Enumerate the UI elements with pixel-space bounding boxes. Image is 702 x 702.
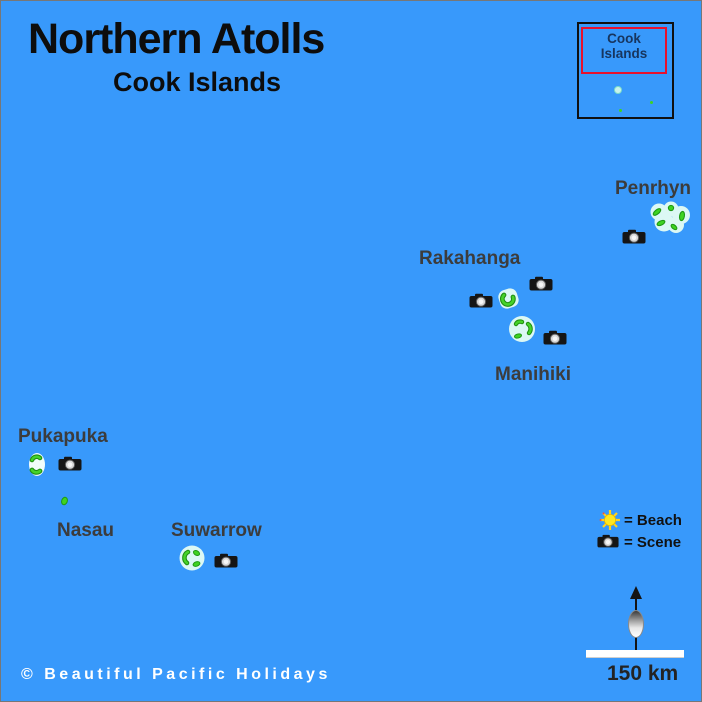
inset-overview-map[interactable]: Cook Islands — [577, 22, 674, 119]
inset-island-dot — [650, 101, 653, 104]
scale-bar — [586, 650, 684, 658]
atoll-manihiki[interactable] — [506, 314, 538, 346]
atoll-penrhyn[interactable] — [646, 200, 694, 238]
scale-label: 150 km — [607, 662, 679, 685]
inset-title: Cook Islands — [600, 31, 648, 61]
page-subtitle: Cook Islands — [113, 67, 282, 97]
legend-scene-label: = Scene — [624, 534, 682, 551]
island-label-penrhyn: Penrhyn — [615, 178, 692, 199]
islet-nasau[interactable] — [59, 495, 71, 507]
north-arrow-icon — [630, 586, 642, 599]
scene-marker-rakahanga-east camera-icon[interactable] — [529, 276, 553, 291]
copyright-text: © Beautiful Pacific Holidays — [21, 666, 331, 683]
compass-buoy — [628, 610, 644, 638]
inset-island-dot — [619, 109, 622, 112]
camera-icon — [597, 534, 619, 548]
island-label-pukapuka: Pukapuka — [18, 426, 108, 447]
scene-marker-pukapuka camera-icon[interactable] — [58, 456, 82, 471]
island-label-nasau: Nasau — [57, 520, 115, 541]
page-title: Northern Atolls — [28, 15, 325, 63]
island-label-manihiki: Manihiki — [495, 364, 572, 385]
scene-marker-suwarrow camera-icon[interactable] — [214, 553, 238, 568]
sun-icon — [599, 510, 620, 530]
scene-marker-penrhyn camera-icon[interactable] — [622, 229, 646, 244]
inset-island-dot — [614, 86, 622, 94]
island-label-suwarrow: Suwarrow — [171, 520, 262, 541]
atoll-pukapuka[interactable] — [27, 451, 49, 479]
island-label-rakahanga: Rakahanga — [419, 248, 521, 269]
scene-marker-rakahanga-west camera-icon[interactable] — [469, 293, 493, 308]
inset-highlight-rectangle: Cook Islands — [581, 27, 667, 74]
legend-beach-label: = Beach — [624, 512, 682, 529]
atoll-suwarrow[interactable] — [178, 544, 208, 572]
scene-marker-manihiki camera-icon[interactable] — [543, 330, 567, 345]
atoll-rakahanga[interactable] — [496, 286, 522, 312]
